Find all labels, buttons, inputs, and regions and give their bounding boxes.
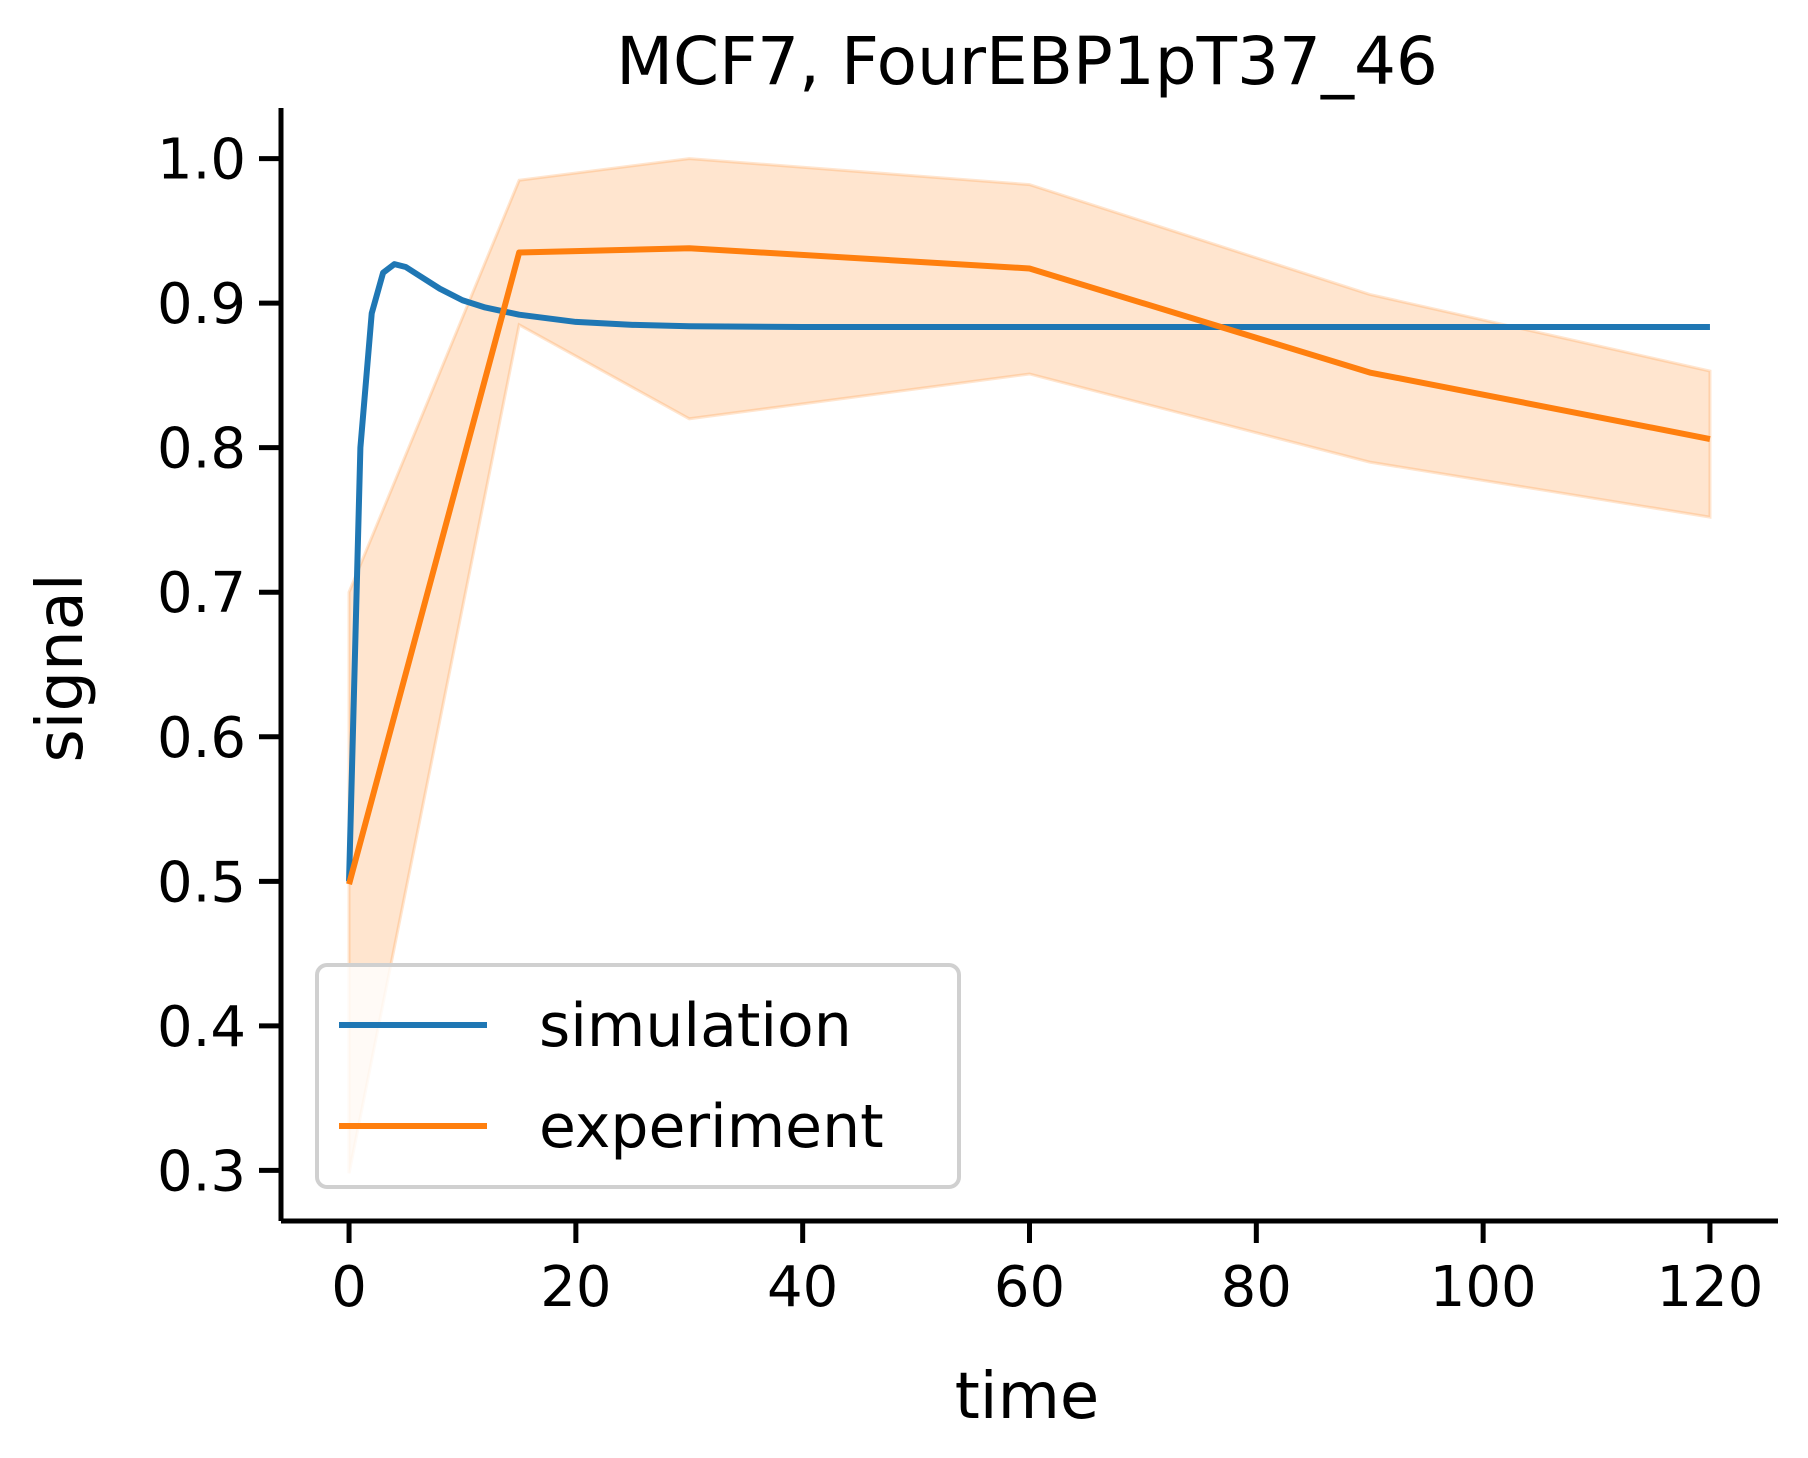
legend-label-simulation: simulation: [539, 991, 852, 1061]
y-tick-label: 1.0: [157, 128, 246, 193]
legend: simulation experiment: [315, 963, 961, 1189]
x-tick-label: 120: [1657, 1255, 1764, 1320]
y-axis-title: signal: [24, 573, 98, 762]
y-tick-label: 0.4: [157, 995, 246, 1060]
x-tick-label: 40: [767, 1255, 838, 1320]
x-tick-label: 0: [331, 1255, 367, 1320]
experiment-confidence-band: [347, 157, 1712, 1174]
x-tick-label: 100: [1430, 1255, 1537, 1320]
plot-area: [346, 157, 1712, 1174]
x-tick-label: 20: [540, 1255, 611, 1320]
axes: 0 20 40 60 80 100 120 0.3 0.4 0.5 0.6 0.7 0.8 0.9 1.0: [157, 108, 1778, 1320]
y-tick-label: 0.3: [157, 1139, 246, 1204]
series-line-experiment: [346, 245, 1711, 885]
y-tick-label: 0.8: [157, 417, 246, 482]
x-tick-label: 60: [994, 1255, 1065, 1320]
y-tick-label: 0.6: [157, 706, 246, 771]
x-axis-title: time: [955, 1360, 1100, 1434]
x-tick-label: 80: [1221, 1255, 1292, 1320]
y-tick-label: 0.5: [157, 850, 246, 915]
y-tick-label: 0.9: [157, 272, 246, 337]
chart-title: MCF7, FourEBP1pT37_46: [616, 23, 1438, 100]
y-tick-label: 0.7: [157, 561, 246, 626]
legend-label-experiment: experiment: [539, 1092, 884, 1162]
legend-box: [315, 963, 961, 1189]
